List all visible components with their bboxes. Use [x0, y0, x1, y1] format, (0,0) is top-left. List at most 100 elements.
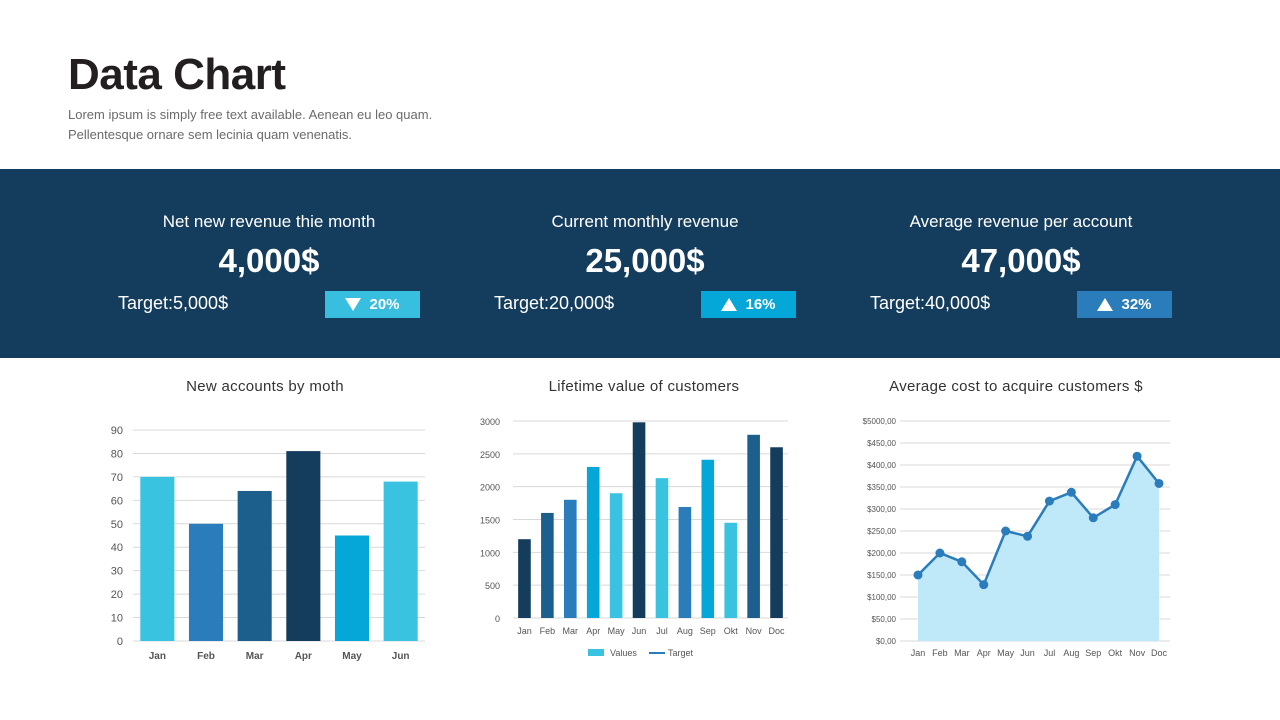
bar-doc [770, 447, 783, 618]
y-tick-label: 40 [111, 542, 123, 554]
kpi-change-value: 20% [369, 296, 400, 313]
kpi-change-value: 16% [745, 296, 776, 313]
bar-jul [655, 478, 669, 618]
y-tick-label: 90 [111, 425, 123, 437]
kpi-target: Target:5,000$ [118, 293, 229, 313]
x-tick-label: May [608, 626, 626, 636]
point-jun [1023, 531, 1033, 541]
y-tick-label: $50,00 [872, 615, 897, 624]
x-tick-label: Feb [540, 626, 556, 636]
x-tick-label: Aug [677, 626, 693, 636]
y-tick-label: $350,00 [867, 483, 896, 492]
y-tick-label: $450,00 [867, 439, 896, 448]
x-tick-label: Jun [632, 626, 647, 636]
x-tick-label: Mar [563, 626, 579, 636]
kpi-band: Net new revenue thie month 4,000$ Target… [0, 169, 1280, 358]
bar-apr [286, 451, 321, 641]
bar-may [334, 535, 370, 641]
y-tick-label: 20 [111, 589, 123, 601]
new-accounts-bar-chart: 0 10 20 30 40 50 60 70 80 90 Jan Feb Mar Apr May Jun [111, 425, 425, 662]
x-tick-label: Jun [392, 651, 410, 662]
area-fill [918, 456, 1159, 641]
chart-title-new-accounts: New accounts by moth [186, 378, 344, 395]
y-tick-label: $100,00 [867, 593, 896, 602]
point-may [1001, 526, 1011, 536]
x-tick-label: Okt [724, 626, 739, 636]
y-tick-label: 1500 [480, 516, 500, 526]
kpi-label: Current monthly revenue [551, 212, 739, 231]
arrow-up-icon [721, 298, 738, 311]
y-tick-label: 3000 [480, 417, 500, 427]
kpi-current-monthly-revenue: Current monthly revenue 25,000$ Target:2… [494, 169, 796, 358]
bar-mar [563, 499, 577, 618]
kpi-net-new-revenue: Net new revenue thie month 4,000$ Target… [118, 169, 420, 358]
x-tick-label: Jan [517, 626, 532, 636]
y-tick-label: 70 [111, 472, 123, 484]
y-tick-label: $300,00 [867, 505, 896, 514]
kpi-change-badge: 16% [701, 291, 796, 318]
bar-feb [188, 523, 224, 641]
point-sep [1088, 513, 1098, 523]
x-tick-label: Nov [746, 626, 763, 636]
bar-sep [701, 459, 715, 618]
y-tick-label: 0 [495, 614, 500, 624]
lifetime-value-bar-chart: 0 500 1000 1500 2000 2500 3000 Jan Feb Mar Apr May J… [480, 417, 788, 658]
kpi-target: Target:20,000$ [494, 293, 615, 313]
x-tick-label: Jun [1020, 648, 1035, 658]
chart-title-acquire-cost: Average cost to acquire customers $ [889, 378, 1143, 395]
x-tick-label: Apr [586, 626, 600, 636]
kpi-label: Net new revenue thie month [162, 212, 376, 231]
legend-target-label: Target [668, 648, 694, 658]
page-subtitle: Lorem ipsum is simply free text availabl… [68, 105, 548, 145]
legend-values-label: Values [610, 648, 637, 658]
arrow-down-icon [345, 298, 362, 311]
point-doc [1154, 478, 1164, 488]
y-tick-label: 50 [111, 519, 123, 531]
subtitle-line-2: Pellentesque ornare sem lecinia quam ven… [68, 127, 353, 142]
y-tick-label: 60 [111, 495, 123, 507]
x-tick-label: Jul [1044, 648, 1056, 658]
x-tick-label: May [342, 651, 362, 662]
y-tick-label: 1000 [480, 548, 500, 558]
x-tick-label: Mar [954, 648, 970, 658]
x-tick-label: Aug [1063, 648, 1079, 658]
bar-aug [678, 507, 692, 618]
x-tick-label: Doc [769, 626, 786, 636]
y-tick-label: $250,00 [867, 527, 896, 536]
y-tick-label: 500 [485, 581, 500, 591]
x-tick-label: Mar [246, 651, 264, 662]
bar-jan [140, 476, 175, 641]
x-tick-label: Jan [149, 651, 166, 662]
bar-may [609, 493, 623, 618]
x-tick-label: Okt [1108, 648, 1123, 658]
x-tick-label: Feb [197, 651, 215, 662]
chart-title-lifetime-value: Lifetime value of customers [548, 378, 740, 395]
point-mar [957, 557, 967, 567]
bar-jun [632, 422, 646, 618]
bar-jan [518, 539, 531, 618]
y-tick-label: 30 [111, 566, 123, 578]
x-tick-label: Sep [700, 626, 716, 636]
x-tick-label: Apr [295, 651, 312, 662]
y-tick-label: 10 [111, 613, 123, 625]
bar-mar [237, 490, 272, 641]
legend-values-swatch [588, 649, 604, 656]
bar-okt [724, 522, 738, 618]
page-title: Data Chart [68, 50, 286, 99]
y-tick-label: $150,00 [867, 571, 896, 580]
acquire-cost-area-chart: $0,00 $50,00 $100,00 $150,00 $200,00 $250,00 $… [863, 417, 1170, 658]
kpi-value: 47,000$ [961, 242, 1081, 279]
kpi-value: 4,000$ [218, 242, 320, 279]
point-apr [979, 580, 989, 590]
bar-nov [747, 434, 760, 618]
point-aug [1066, 487, 1076, 497]
y-tick-label: 2000 [480, 483, 500, 493]
bar-jun [383, 481, 418, 641]
y-tick-label: $200,00 [867, 549, 896, 558]
x-tick-label: Apr [977, 648, 991, 658]
x-tick-label: Sep [1085, 648, 1101, 658]
x-tick-label: Jul [656, 626, 668, 636]
x-tick-label: Doc [1151, 648, 1168, 658]
point-feb [935, 548, 945, 558]
y-tick-label: 80 [111, 448, 123, 460]
